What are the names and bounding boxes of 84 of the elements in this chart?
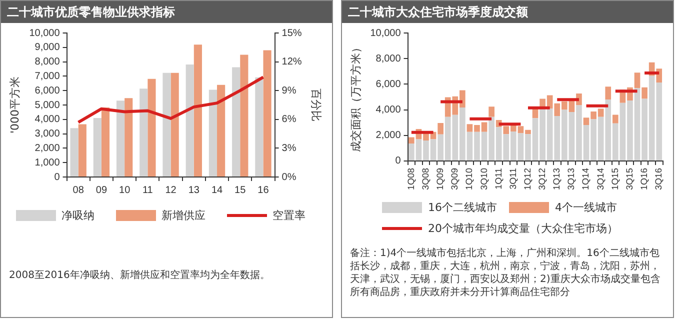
bar xyxy=(70,128,78,176)
y-tick-label: 0 xyxy=(54,172,60,183)
y-tick-label: 8,000 xyxy=(376,53,402,64)
x-tick-label: 15 xyxy=(234,184,246,196)
legend-label: 16个二线城市 xyxy=(428,200,497,215)
x-tick-label: 3Q16 xyxy=(654,168,664,190)
y2-tick-label: 12% xyxy=(282,56,302,68)
bar xyxy=(612,114,618,124)
y-axis-title: 成交面积（万平方米） xyxy=(349,42,362,152)
x-tick-label: 3Q12 xyxy=(537,168,548,190)
y-tick-label: 6,000 xyxy=(34,85,60,96)
bar xyxy=(488,106,494,117)
x-tick-label: 08 xyxy=(72,184,84,196)
x-tick-label: 14 xyxy=(211,184,224,196)
y-tick-label: 5,000 xyxy=(34,100,60,111)
y-tick-label: 7,000 xyxy=(34,70,60,82)
x-tick-label: 10 xyxy=(119,184,131,196)
y-tick-label: 9,000 xyxy=(34,42,60,54)
x-tick-label: 1Q12 xyxy=(522,168,532,190)
text: 2008至2016年净吸纳、新增供应和空置率均为全年数据。 xyxy=(8,269,271,282)
x-tick-label: 1Q15 xyxy=(610,168,620,190)
bar xyxy=(217,84,226,176)
y-tick-label: 1,000 xyxy=(34,157,60,168)
y2-tick-label: 3% xyxy=(282,142,296,154)
bar xyxy=(240,54,248,176)
bar xyxy=(255,77,264,176)
y-tick-label: 2,000 xyxy=(34,142,60,154)
x-tick-label: 16 xyxy=(258,184,270,196)
x-tick-label: 3Q14 xyxy=(595,168,606,190)
x-tick-label: 09 xyxy=(96,184,108,196)
x-tick-label: 1Q11 xyxy=(493,168,504,190)
x-tick-label: 3Q15 xyxy=(624,168,634,190)
text: 备注：1)4个一线城市包括北京，上海，广州和深圳。16个二线城市包括长沙，成都，重庆，大连，杭州，南京，宁波，青岛，沈阳，苏州，天津，武汉，无锡，厦门，西安以及郑州；2)重庆大众市场成交量包含所有商品房，重庆政府并未分开计算商品住宅部分 xyxy=(349,247,662,299)
bar xyxy=(194,44,202,176)
bar xyxy=(93,118,102,176)
x-tick-label: 1Q13 xyxy=(552,168,562,190)
bar xyxy=(162,72,171,176)
y-tick-label: 4,000 xyxy=(376,104,402,116)
bar xyxy=(605,86,612,100)
y-tick-label: 8,000 xyxy=(34,56,60,68)
legend-label: 20个城市年均成交量（大众住宅市场） xyxy=(428,221,618,236)
bar xyxy=(208,90,218,176)
chart-title: 二十城市大众住宅市场季度成交额 xyxy=(342,1,673,23)
y-tick-label: 10,000 xyxy=(29,28,60,39)
y-tick-label: 6,000 xyxy=(376,78,402,90)
bar xyxy=(124,98,133,176)
y2-tick-label: 15% xyxy=(282,28,302,39)
y-tick-label: 10,000 xyxy=(370,28,402,39)
x-tick-label: 3Q08 xyxy=(420,168,430,190)
bar xyxy=(101,107,110,176)
legend-label: 4个一线城市 xyxy=(555,200,617,215)
x-tick-label: 1Q16 xyxy=(639,168,650,190)
legend-label: 净吸纳 xyxy=(62,208,94,223)
x-tick-label: 12 xyxy=(165,184,177,196)
x-tick-label: 1Q09 xyxy=(435,168,446,190)
y2-tick-label: 6% xyxy=(282,114,296,126)
legend-label: 空置率 xyxy=(272,208,306,223)
bar xyxy=(78,124,86,176)
y-tick-label: 4,000 xyxy=(34,114,60,126)
y2-tick-label: 0% xyxy=(282,172,296,183)
legend-label: 新增供应 xyxy=(162,208,206,223)
y2-axis-title: 百分比 xyxy=(310,88,323,122)
y-tick-label: 3,000 xyxy=(34,128,60,140)
y-tick-label: 2,000 xyxy=(376,130,402,142)
x-tick-label: 1Q10 xyxy=(464,168,474,190)
bar xyxy=(148,78,156,176)
x-tick-label: 1Q08 xyxy=(406,168,416,190)
x-tick-label: 3Q13 xyxy=(566,168,576,190)
y2-tick-label: 9% xyxy=(282,85,296,96)
bar xyxy=(232,67,240,176)
bar xyxy=(170,72,179,176)
x-tick-label: 3Q10 xyxy=(478,168,489,190)
x-tick-label: 3Q11 xyxy=(508,168,518,190)
bar xyxy=(263,50,272,176)
x-tick-label: 3Q09 xyxy=(450,168,460,190)
x-tick-label: 1Q14 xyxy=(580,168,591,190)
bar xyxy=(140,88,148,176)
y-axis-title: '000平方米 xyxy=(8,76,22,134)
x-tick-label: 11 xyxy=(142,184,154,196)
x-tick-label: 13 xyxy=(188,184,200,196)
bar xyxy=(186,64,194,176)
y-tick-label: 0 xyxy=(395,156,402,167)
chart-title: 二十城市优质零售物业供求指标 xyxy=(1,1,332,23)
bar xyxy=(116,100,125,176)
